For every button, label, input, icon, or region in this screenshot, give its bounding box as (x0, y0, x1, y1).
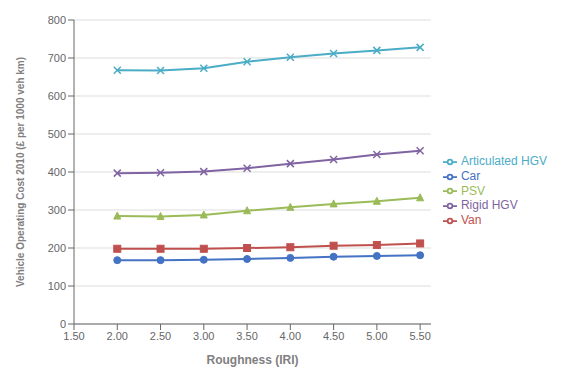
html-text:Articulated HGV: Articulated HGV (461, 153, 547, 168)
html-text:Car: Car (461, 168, 481, 183)
svg-text:0: 0 (60, 318, 66, 330)
svg-text:2.50: 2.50 (150, 330, 171, 342)
html-text:PSV: PSV (461, 183, 485, 198)
svg-text:4.50: 4.50 (323, 330, 344, 342)
svg-text:100: 100 (48, 280, 66, 292)
svg-text:400: 400 (48, 166, 66, 178)
svg-text:5.00: 5.00 (366, 330, 387, 342)
svg-text:500: 500 (48, 128, 66, 140)
svg-text:800: 800 (48, 14, 66, 26)
svg-text:4.00: 4.00 (280, 330, 301, 342)
svg-text:2.00: 2.00 (107, 330, 128, 342)
svg-text:3.00: 3.00 (193, 330, 214, 342)
html-text:Rigid HGV: Rigid HGV (461, 198, 518, 213)
svg-text:Vehicle Operating Cost 2010 (£: Vehicle Operating Cost 2010 (£ per 1000 … (15, 57, 26, 287)
html-text:Van: Van (461, 213, 482, 228)
svg-text:600: 600 (48, 90, 66, 102)
svg-text:200: 200 (48, 242, 66, 254)
svg-text:1.50: 1.50 (63, 330, 84, 342)
svg-text:3.50: 3.50 (236, 330, 257, 342)
svg-text:700: 700 (48, 52, 66, 64)
svg-text:Roughness (IRI): Roughness (IRI) (206, 353, 298, 367)
svg-text:5.50: 5.50 (409, 330, 430, 342)
svg-text:300: 300 (48, 204, 66, 216)
